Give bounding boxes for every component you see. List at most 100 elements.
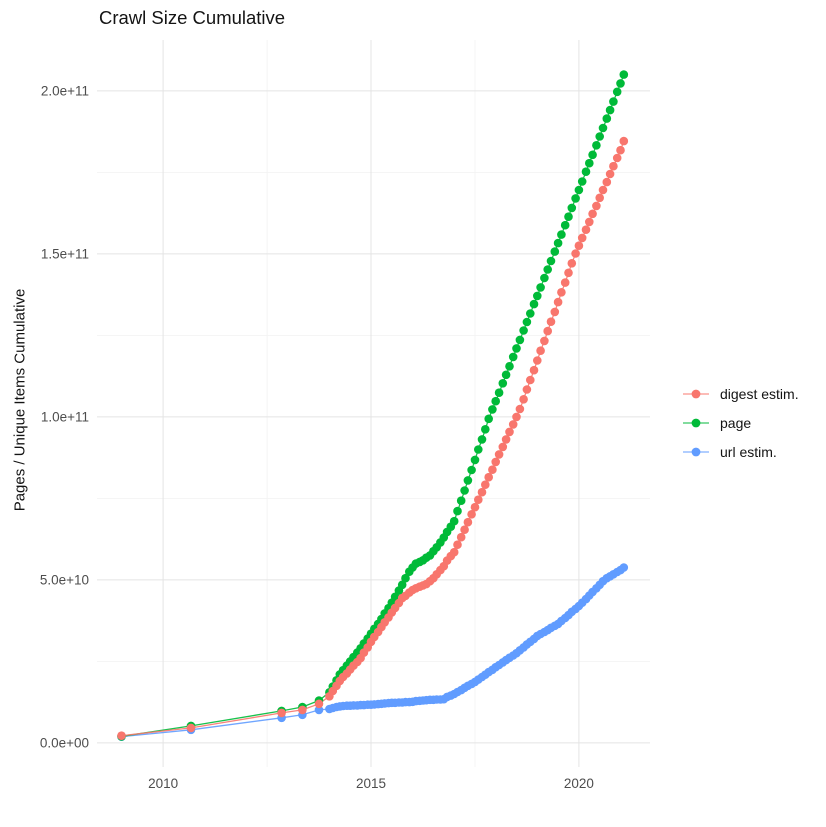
data-point [595,193,604,203]
legend-key-icon [683,447,709,456]
data-point [453,506,462,516]
data-point [456,496,466,506]
legend-dot-icon [691,447,701,456]
data-point [546,317,556,327]
legend: digest estim. page url estim. [681,379,799,466]
data-point [512,344,521,353]
data-point [460,525,469,534]
data-point [401,573,410,583]
data-point [581,167,591,176]
data-point [522,317,532,327]
chart-title: Crawl Size Cumulative [99,7,286,28]
y-axis-tick-label: 1.5e+11 [41,247,89,262]
data-point [619,136,629,146]
data-point [390,592,400,602]
data-point [616,145,625,155]
data-point [581,225,591,234]
data-point [550,307,560,317]
data-point [598,185,608,195]
legend-label: url estim. [720,443,777,460]
x-axis-tick-label: 2010 [148,776,178,791]
legend-item-digest-estim: digest estim. [681,379,799,408]
series-line-url-estim [121,566,625,738]
series-line-digest-estim [121,140,625,737]
data-point [560,278,570,287]
data-point [598,123,608,133]
data-point [543,265,552,274]
data-point [536,346,545,356]
data-point [512,412,521,422]
x-axis-tick-label: 2015 [356,776,386,791]
data-point [557,230,566,239]
legend-label: digest estim. [720,385,799,402]
data-point [533,291,542,301]
data-point [519,326,528,335]
data-point [467,465,476,475]
y-axis-tick-label: 1.0e+11 [41,410,89,425]
data-point [585,158,594,168]
data-point [488,405,497,414]
data-point [474,495,483,505]
data-point [609,97,618,106]
data-point [571,194,580,203]
data-point [526,375,535,385]
data-point [536,283,545,292]
data-point [505,362,514,371]
data-point [605,169,615,179]
legend-key-icon [683,418,709,427]
data-point [117,731,126,740]
data-point [484,472,494,482]
data-point [498,379,508,388]
data-point [605,105,615,115]
data-point [533,356,542,365]
data-point [477,435,487,444]
data-point [529,299,539,309]
data-point [501,435,511,444]
data-point [494,450,504,459]
data-point [488,465,497,475]
data-point [526,309,535,318]
data-point [612,87,622,97]
data-point [491,396,501,406]
data-point [609,161,618,171]
data-point [449,516,459,526]
data-point [298,705,307,715]
data-point [501,370,511,380]
data-point [470,502,480,512]
x-axis-tick-label: 2020 [564,776,594,791]
series-points-page [117,70,629,741]
data-point [546,256,556,266]
data-point [557,288,566,297]
data-point [612,153,622,163]
data-point [474,445,483,454]
data-point [186,723,196,733]
y-axis-tick-label: 2.0e+11 [41,84,89,99]
legend-key-icon [683,389,709,398]
data-point [595,132,604,141]
data-point [619,70,629,79]
data-point [616,79,625,88]
data-point [577,233,587,243]
data-point [588,150,597,160]
data-point [553,238,563,248]
data-point [522,385,532,394]
data-point [453,540,462,549]
data-point [477,487,487,497]
legend-label: page [720,414,752,431]
data-point [397,580,407,590]
legend-item-url-estim: url estim. [681,437,799,466]
data-point [515,335,525,345]
data-point [508,420,518,429]
data-point [602,177,612,187]
data-point [460,486,469,495]
data-point [574,241,584,250]
data-point [314,705,324,715]
data-point [529,365,539,375]
data-point [540,336,549,346]
data-point [550,247,560,256]
data-point [560,220,570,230]
data-point [592,141,601,150]
data-point [494,388,504,398]
data-point [484,414,494,424]
